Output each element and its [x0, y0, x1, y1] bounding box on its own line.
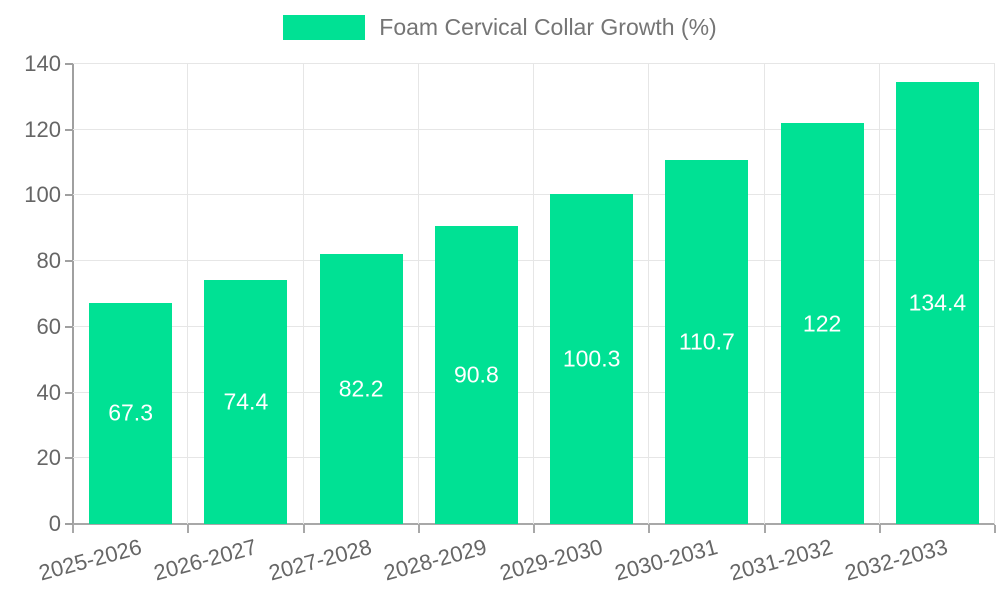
y-axis-tick-label: 120 [24, 116, 61, 142]
x-gridline [417, 64, 419, 524]
x-axis-tick [648, 525, 651, 533]
bar[interactable]: 67.3 [89, 302, 173, 524]
x-axis-line [72, 523, 995, 525]
y-gridline [73, 391, 995, 393]
y-axis-tick-label: 100 [24, 182, 61, 208]
x-axis-tick [417, 525, 420, 533]
x-gridline [994, 64, 995, 524]
x-axis-tick [763, 525, 766, 533]
bar-value-label: 134.4 [908, 289, 967, 316]
bar-value-label: 82.2 [338, 375, 384, 402]
x-gridline [763, 64, 765, 524]
y-gridline [73, 63, 995, 64]
bar[interactable]: 110.7 [665, 160, 749, 524]
y-axis-tick-label: 20 [36, 445, 61, 471]
bar[interactable]: 134.4 [895, 82, 979, 524]
bar-value-label: 67.3 [108, 399, 153, 426]
x-axis-tick [187, 525, 190, 533]
x-axis-tick [533, 525, 535, 533]
y-axis-tick [65, 391, 73, 394]
chart-legend[interactable]: Foam Cervical Collar Growth (%) [0, 14, 1000, 42]
plot-area: 0 20 40 60 80 100 120 140 67.3 2025-2026 74.4 2026-… [24, 52, 996, 585]
bar-value-label: 100.3 [562, 345, 621, 372]
bar[interactable]: 90.8 [434, 225, 518, 524]
legend-swatch [283, 15, 366, 41]
y-gridline [73, 260, 995, 262]
x-gridline [648, 64, 650, 524]
y-gridline [73, 194, 995, 196]
x-axis-tick [994, 525, 996, 533]
y-axis-tick [65, 63, 73, 65]
bar[interactable]: 74.4 [204, 279, 288, 524]
bar[interactable]: 122 [780, 123, 864, 524]
legend-label: Foam Cervical Collar Growth (%) [379, 14, 717, 40]
x-axis-tick [302, 525, 305, 533]
y-axis-tick [65, 457, 73, 460]
y-axis-tick-label: 80 [36, 248, 61, 274]
x-axis-tick [878, 525, 881, 533]
bar-value-label: 90.8 [453, 361, 499, 388]
x-gridline [302, 64, 304, 524]
y-axis-tick-label: 60 [36, 313, 61, 339]
bar[interactable]: 100.3 [550, 194, 634, 524]
x-gridline [187, 64, 189, 524]
bar-value-label: 122 [802, 310, 842, 337]
y-axis-tick-label: 40 [36, 379, 61, 405]
x-axis-tick [72, 525, 74, 533]
x-gridline [533, 64, 534, 524]
y-axis-tick [65, 260, 73, 263]
y-axis-tick [65, 128, 73, 131]
bar-value-label: 74.4 [223, 388, 269, 415]
y-gridline [73, 457, 995, 459]
y-gridline [73, 325, 995, 327]
y-axis-tick [65, 194, 73, 197]
bar[interactable]: 82.2 [319, 253, 403, 524]
y-axis-tick-label: 140 [24, 51, 61, 76]
y-axis-line [72, 64, 74, 524]
y-axis-tick [65, 325, 73, 328]
y-axis-tick [65, 523, 73, 525]
bar-value-label: 110.7 [678, 328, 735, 355]
x-gridline [878, 64, 880, 524]
y-axis-tick-label: 0 [48, 511, 61, 536]
y-gridline [73, 128, 995, 130]
